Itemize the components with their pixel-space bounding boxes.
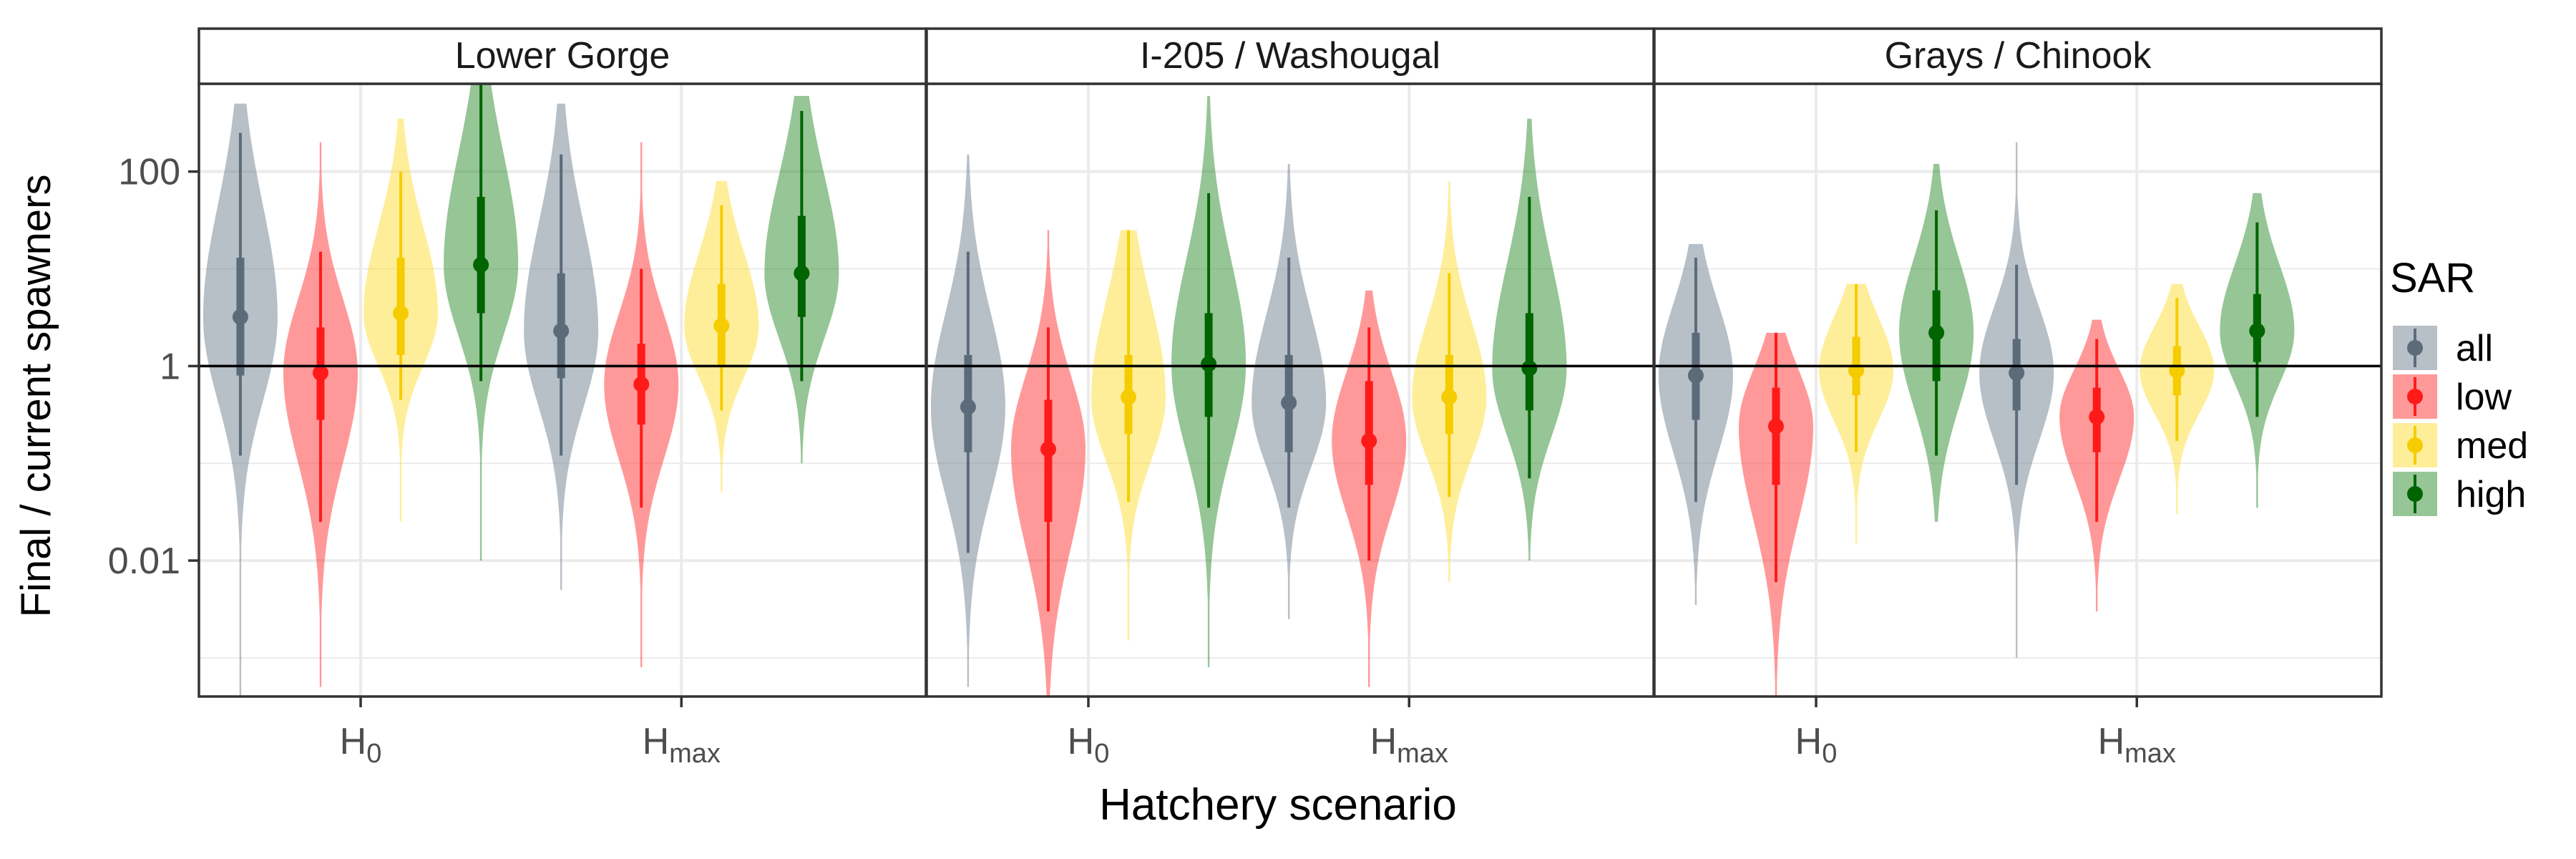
legend-label: med [2456, 425, 2528, 467]
legend: all low med high [2393, 326, 2528, 516]
violins [930, 96, 1567, 697]
median-point [2249, 323, 2265, 339]
median-point [633, 376, 650, 392]
x-tick-label-subscript: max [2124, 739, 2176, 769]
violin-hmax-low [2059, 319, 2135, 612]
median-point [1121, 389, 1137, 405]
median-point [232, 309, 248, 325]
x-tick-label-base: H [1370, 721, 1397, 762]
violin-h0-med [364, 118, 438, 523]
legend-key-point [2407, 486, 2423, 502]
x-axis-title: Hatchery scenario [1099, 780, 1457, 830]
strip-label: Lower Gorge [455, 35, 670, 77]
legend-entry-all: all [2393, 326, 2493, 370]
violins [1658, 142, 2295, 697]
x-tick-label-subscript: 0 [1822, 739, 1837, 769]
median-point [713, 318, 730, 334]
x-tick-label: Hmax [643, 721, 721, 769]
median-point [393, 305, 409, 321]
median-point [1928, 324, 1945, 341]
y-tick-label: 100 [118, 152, 180, 193]
violin-h0-low [1011, 230, 1085, 697]
violin-h0-high [1899, 163, 1974, 522]
violins [203, 81, 839, 697]
violin-hmax-high [1492, 118, 1567, 561]
median-point [1040, 441, 1056, 457]
strip-box [1653, 27, 2383, 85]
strip-box [197, 27, 927, 85]
x-tick-label-base: H [1068, 721, 1095, 762]
legend-entry-med: med [2393, 423, 2528, 467]
median-point [1281, 394, 1297, 411]
violin-hmax-high [2220, 193, 2295, 508]
violin-h0-high [444, 81, 519, 561]
violin-h0-all [203, 103, 278, 697]
legend-key-point [2407, 389, 2423, 404]
legend-key-point [2407, 437, 2423, 453]
x-tick-label: H0 [1068, 721, 1110, 769]
median-point [2009, 364, 2025, 381]
violin-hmax-all [1979, 142, 2054, 658]
y-axis-title: Final / current spawners [13, 175, 59, 618]
x-tick-label-subscript: max [1397, 739, 1448, 769]
strip-label: I-205 / Washougal [1140, 35, 1440, 77]
y-tick-label: 0.01 [108, 540, 180, 582]
x-tick-label: H0 [1795, 721, 1838, 769]
median-point [553, 323, 570, 339]
median-point [473, 256, 489, 273]
y-tick-label: 1 [160, 346, 180, 387]
median-point [1441, 389, 1458, 405]
x-tick-label-subscript: 0 [366, 739, 381, 769]
y-axis: 0.01 1 100 [108, 152, 199, 582]
x-tick-label-base: H [643, 721, 670, 762]
violin-h0-low [283, 142, 358, 687]
violin-h0-low [1739, 332, 1813, 697]
median-point [960, 399, 976, 415]
x-tick-label-base: H [340, 721, 367, 762]
violin-hmax-med [684, 180, 759, 493]
legend-label: high [2456, 474, 2526, 515]
x-tick-label: Hmax [1370, 721, 1448, 769]
x-tick-label-subscript: max [669, 739, 721, 769]
median-point [1687, 367, 1704, 384]
violin-h0-all [1658, 243, 1733, 605]
median-point [1201, 356, 1217, 372]
x-tick-label: Hmax [2098, 721, 2176, 769]
strip-label: Grays / Chinook [1885, 35, 2152, 77]
legend-entry-high: high [2393, 472, 2526, 516]
median-point [1767, 418, 1784, 435]
violin-hmax-low [604, 142, 679, 668]
x-tick-label-subscript: 0 [1094, 739, 1109, 769]
x-tick-label-base: H [1795, 721, 1823, 762]
x-tick-label-base: H [2098, 721, 2125, 762]
legend-entry-low: low [2393, 374, 2512, 419]
median-point [1521, 360, 1538, 377]
median-point [794, 265, 810, 281]
x-tick-label: H0 [340, 721, 382, 769]
violin-hmax-all [1252, 163, 1327, 619]
violin-hmax-all [524, 103, 599, 590]
violin-hmax-med [1412, 180, 1487, 583]
median-point [2089, 409, 2105, 425]
violin-hmax-high [764, 96, 839, 464]
legend-label: low [2456, 377, 2512, 418]
legend-title: SAR [2390, 255, 2475, 301]
median-point [312, 364, 328, 381]
legend-key-point [2407, 340, 2423, 356]
legend-label: all [2456, 328, 2493, 369]
violin-h0-all [930, 154, 1005, 687]
median-point [1361, 432, 1377, 449]
